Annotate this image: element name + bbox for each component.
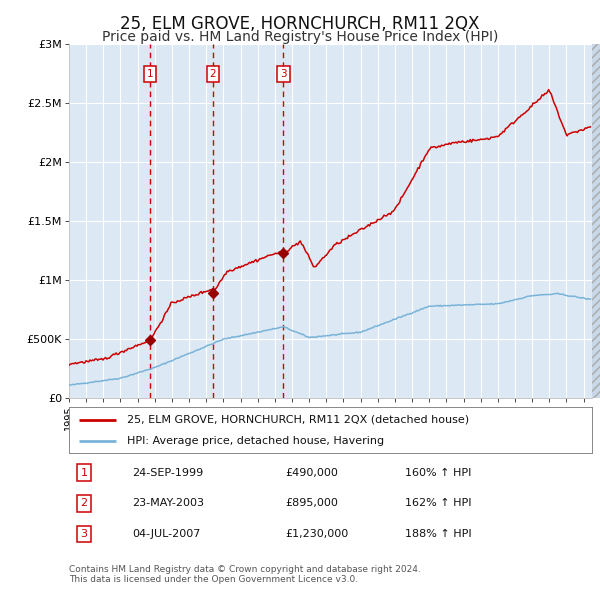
Text: 1: 1 [147, 69, 154, 78]
Text: HPI: Average price, detached house, Havering: HPI: Average price, detached house, Have… [127, 435, 383, 445]
Text: 188% ↑ HPI: 188% ↑ HPI [405, 529, 472, 539]
Text: 24-SEP-1999: 24-SEP-1999 [132, 468, 203, 477]
Text: 1: 1 [80, 468, 88, 477]
Text: £490,000: £490,000 [285, 468, 338, 477]
Text: Contains HM Land Registry data © Crown copyright and database right 2024.
This d: Contains HM Land Registry data © Crown c… [69, 565, 421, 584]
Text: 04-JUL-2007: 04-JUL-2007 [132, 529, 200, 539]
Text: 23-MAY-2003: 23-MAY-2003 [132, 499, 204, 508]
Text: 2: 2 [80, 499, 88, 508]
Text: 3: 3 [280, 69, 287, 78]
Text: 2: 2 [209, 69, 216, 78]
Text: £895,000: £895,000 [285, 499, 338, 508]
Text: 162% ↑ HPI: 162% ↑ HPI [405, 499, 472, 508]
Text: 3: 3 [80, 529, 88, 539]
Text: 160% ↑ HPI: 160% ↑ HPI [405, 468, 472, 477]
Text: Price paid vs. HM Land Registry's House Price Index (HPI): Price paid vs. HM Land Registry's House … [102, 30, 498, 44]
Text: £1,230,000: £1,230,000 [285, 529, 348, 539]
Text: 25, ELM GROVE, HORNCHURCH, RM11 2QX: 25, ELM GROVE, HORNCHURCH, RM11 2QX [121, 15, 479, 33]
Text: 25, ELM GROVE, HORNCHURCH, RM11 2QX (detached house): 25, ELM GROVE, HORNCHURCH, RM11 2QX (det… [127, 415, 469, 425]
